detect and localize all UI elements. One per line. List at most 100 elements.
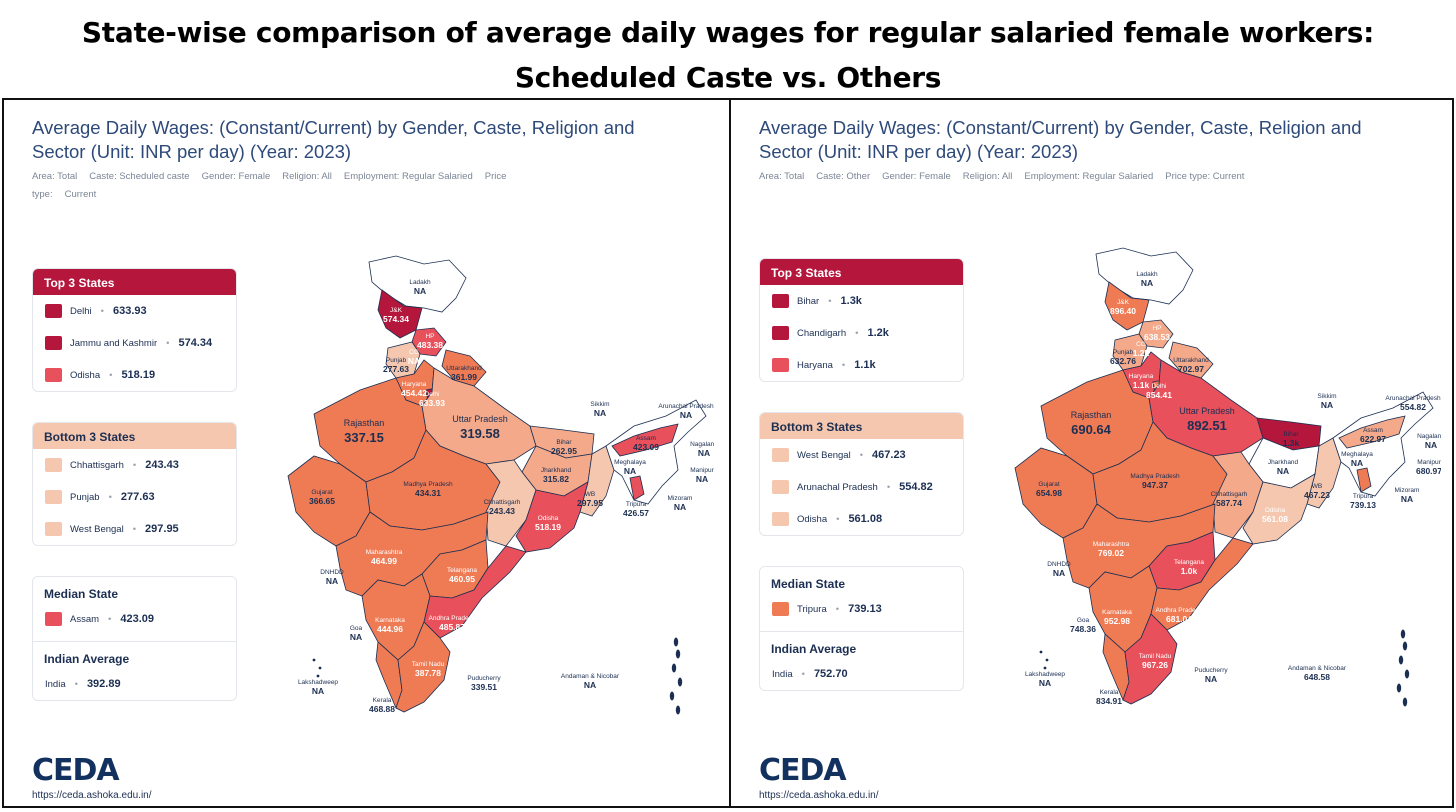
median-row: Assam • 423.09 [33,603,236,635]
top-state-row: Odisha • 518.19 [33,359,236,391]
state-swatch [45,490,62,504]
filter-tag: Price type: [32,171,507,200]
map-label-value: NA [1321,400,1333,410]
state-name: Delhi [70,305,92,317]
map-label-name: Odisha [538,515,559,522]
bottom-states-header: Bottom 3 States [33,423,236,449]
state-value: 467.23 [872,449,906,461]
map-label-value: 654.98 [1036,488,1062,498]
state-swatch [772,294,789,308]
map-label-value: 574.34 [383,314,409,324]
map-label-nagaland: NagalandNA [690,441,714,458]
filter-tag: Price type: Current [1165,171,1245,182]
separator-dot: • [836,513,840,525]
map-label-name: Andaman & Nicobar [561,673,620,680]
map-label-name: Jharkhand [1268,459,1299,466]
filter-tag: Area: Total [759,171,805,182]
state-name: Bihar [797,295,820,307]
region-odisha [1242,473,1316,545]
map-label-value: 337.15 [344,430,384,445]
separator-dot: • [166,337,170,349]
map-label-value: 1.3k [1283,438,1300,448]
separator-dot: • [841,359,846,371]
map-label-value: 315.82 [543,474,569,484]
andaman-island [1400,629,1406,639]
map-label-value: NA [584,680,596,690]
map-label-value: 622.97 [1360,434,1386,444]
map-label-rajasthan: Rajasthan 690.64 [1071,410,1112,437]
map-label-name: Telangana [447,567,477,574]
map-label-value: NA [326,576,338,586]
region-jk [377,289,423,339]
median-swatch [772,602,789,616]
top-states-header: Top 3 States [33,269,236,295]
region-tn [395,621,451,713]
filter-meta: Area: Total Caste: Other Gender: Female Rel… [759,168,1279,186]
ceda-url[interactable]: https://ceda.ashoka.edu.in/ [32,790,152,801]
state-value: 243.43 [145,459,179,471]
state-swatch [45,458,62,472]
india-label: India [45,678,66,690]
andaman-island [1396,683,1402,693]
map-label-name: Kerala [373,697,392,704]
state-swatch [45,368,62,382]
map-label-value: 460.95 [449,574,475,584]
map-label-name: Andhra Pradesh [1156,607,1203,614]
map-label-name: Haryana [402,381,427,388]
map-label-name: DNHDD [1047,561,1071,568]
lakshadweep-island [1045,658,1049,662]
state-value: 277.63 [120,491,155,503]
state-value: 297.95 [145,523,179,535]
region-odisha [515,481,589,553]
bottom-state-row: West Bengal • 467.23 [760,439,963,471]
map-label-value: 690.64 [1071,422,1112,437]
bottom-state-row: Chhattisgarh • 243.43 [33,449,236,481]
state-value: 561.08 [848,513,883,525]
map-label-uttar-pradesh: Uttar Pradesh 319.58 [452,414,508,441]
map-label-value: 561.08 [1262,514,1288,524]
map-label-value: NA [1277,466,1289,476]
map-label-value: NA [594,408,606,418]
india-choropleth-map: LadakhNAJ&K896.40HP638.53Punjab632.76CG1… [1014,247,1441,707]
state-name: West Bengal [70,523,124,535]
map-label-value: 483.38 [417,340,443,350]
ceda-url[interactable]: https://ceda.ashoka.edu.in/ [759,790,879,801]
map-label-name: Kerala [1100,689,1119,696]
map-label-name: Manipur [1417,459,1441,466]
bottom-states-header: Bottom 3 States [760,413,963,439]
map-label-name: Delhi [425,391,440,398]
state-value: 633.93 [112,305,147,317]
lakshadweep-island [1039,650,1043,654]
map-label-name: Gujarat [311,489,333,496]
map-label-name: WB [585,491,595,498]
map-label-value: NA [1205,674,1217,684]
map-label-name: Madhya Pradesh [403,481,453,488]
map-label-name: Chhattisgarh [484,499,521,506]
region-cg [485,459,537,547]
map-label-name: J&K [1117,299,1130,306]
lakshadweep-island [312,658,316,662]
state-name: Haryana [797,359,833,371]
filter-tag: Employment: Regular Salaried [343,171,473,182]
map-label-value: 426.57 [623,508,649,518]
